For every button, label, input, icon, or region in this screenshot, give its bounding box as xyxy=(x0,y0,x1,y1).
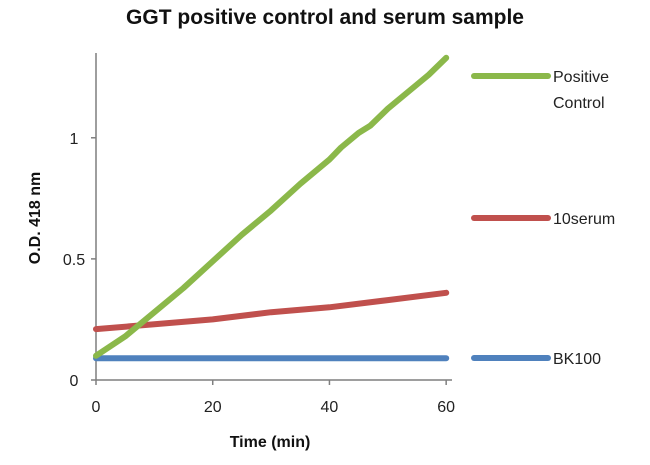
y-tick-label: 0 xyxy=(70,373,79,390)
series-line-10serum xyxy=(93,289,450,333)
x-tick-label: 0 xyxy=(92,399,101,416)
series-line-positive-control xyxy=(93,54,450,359)
x-tick-label: 20 xyxy=(204,399,222,416)
legend-label: Control xyxy=(553,95,605,112)
x-tick-label: 60 xyxy=(437,399,455,416)
legend-label: 10serum xyxy=(553,211,615,228)
x-tick-label: 40 xyxy=(321,399,339,416)
chart-title: GGT positive control and serum sample xyxy=(126,6,524,29)
legend-label: BK100 xyxy=(553,351,601,368)
y-tick-label: 0.5 xyxy=(63,252,85,269)
y-tick-label: 1 xyxy=(70,131,79,148)
legend-label: Positive xyxy=(553,69,609,86)
y-axis-label: O.D. 418 nm xyxy=(27,172,44,264)
x-axis-label: Time (min) xyxy=(230,434,311,451)
